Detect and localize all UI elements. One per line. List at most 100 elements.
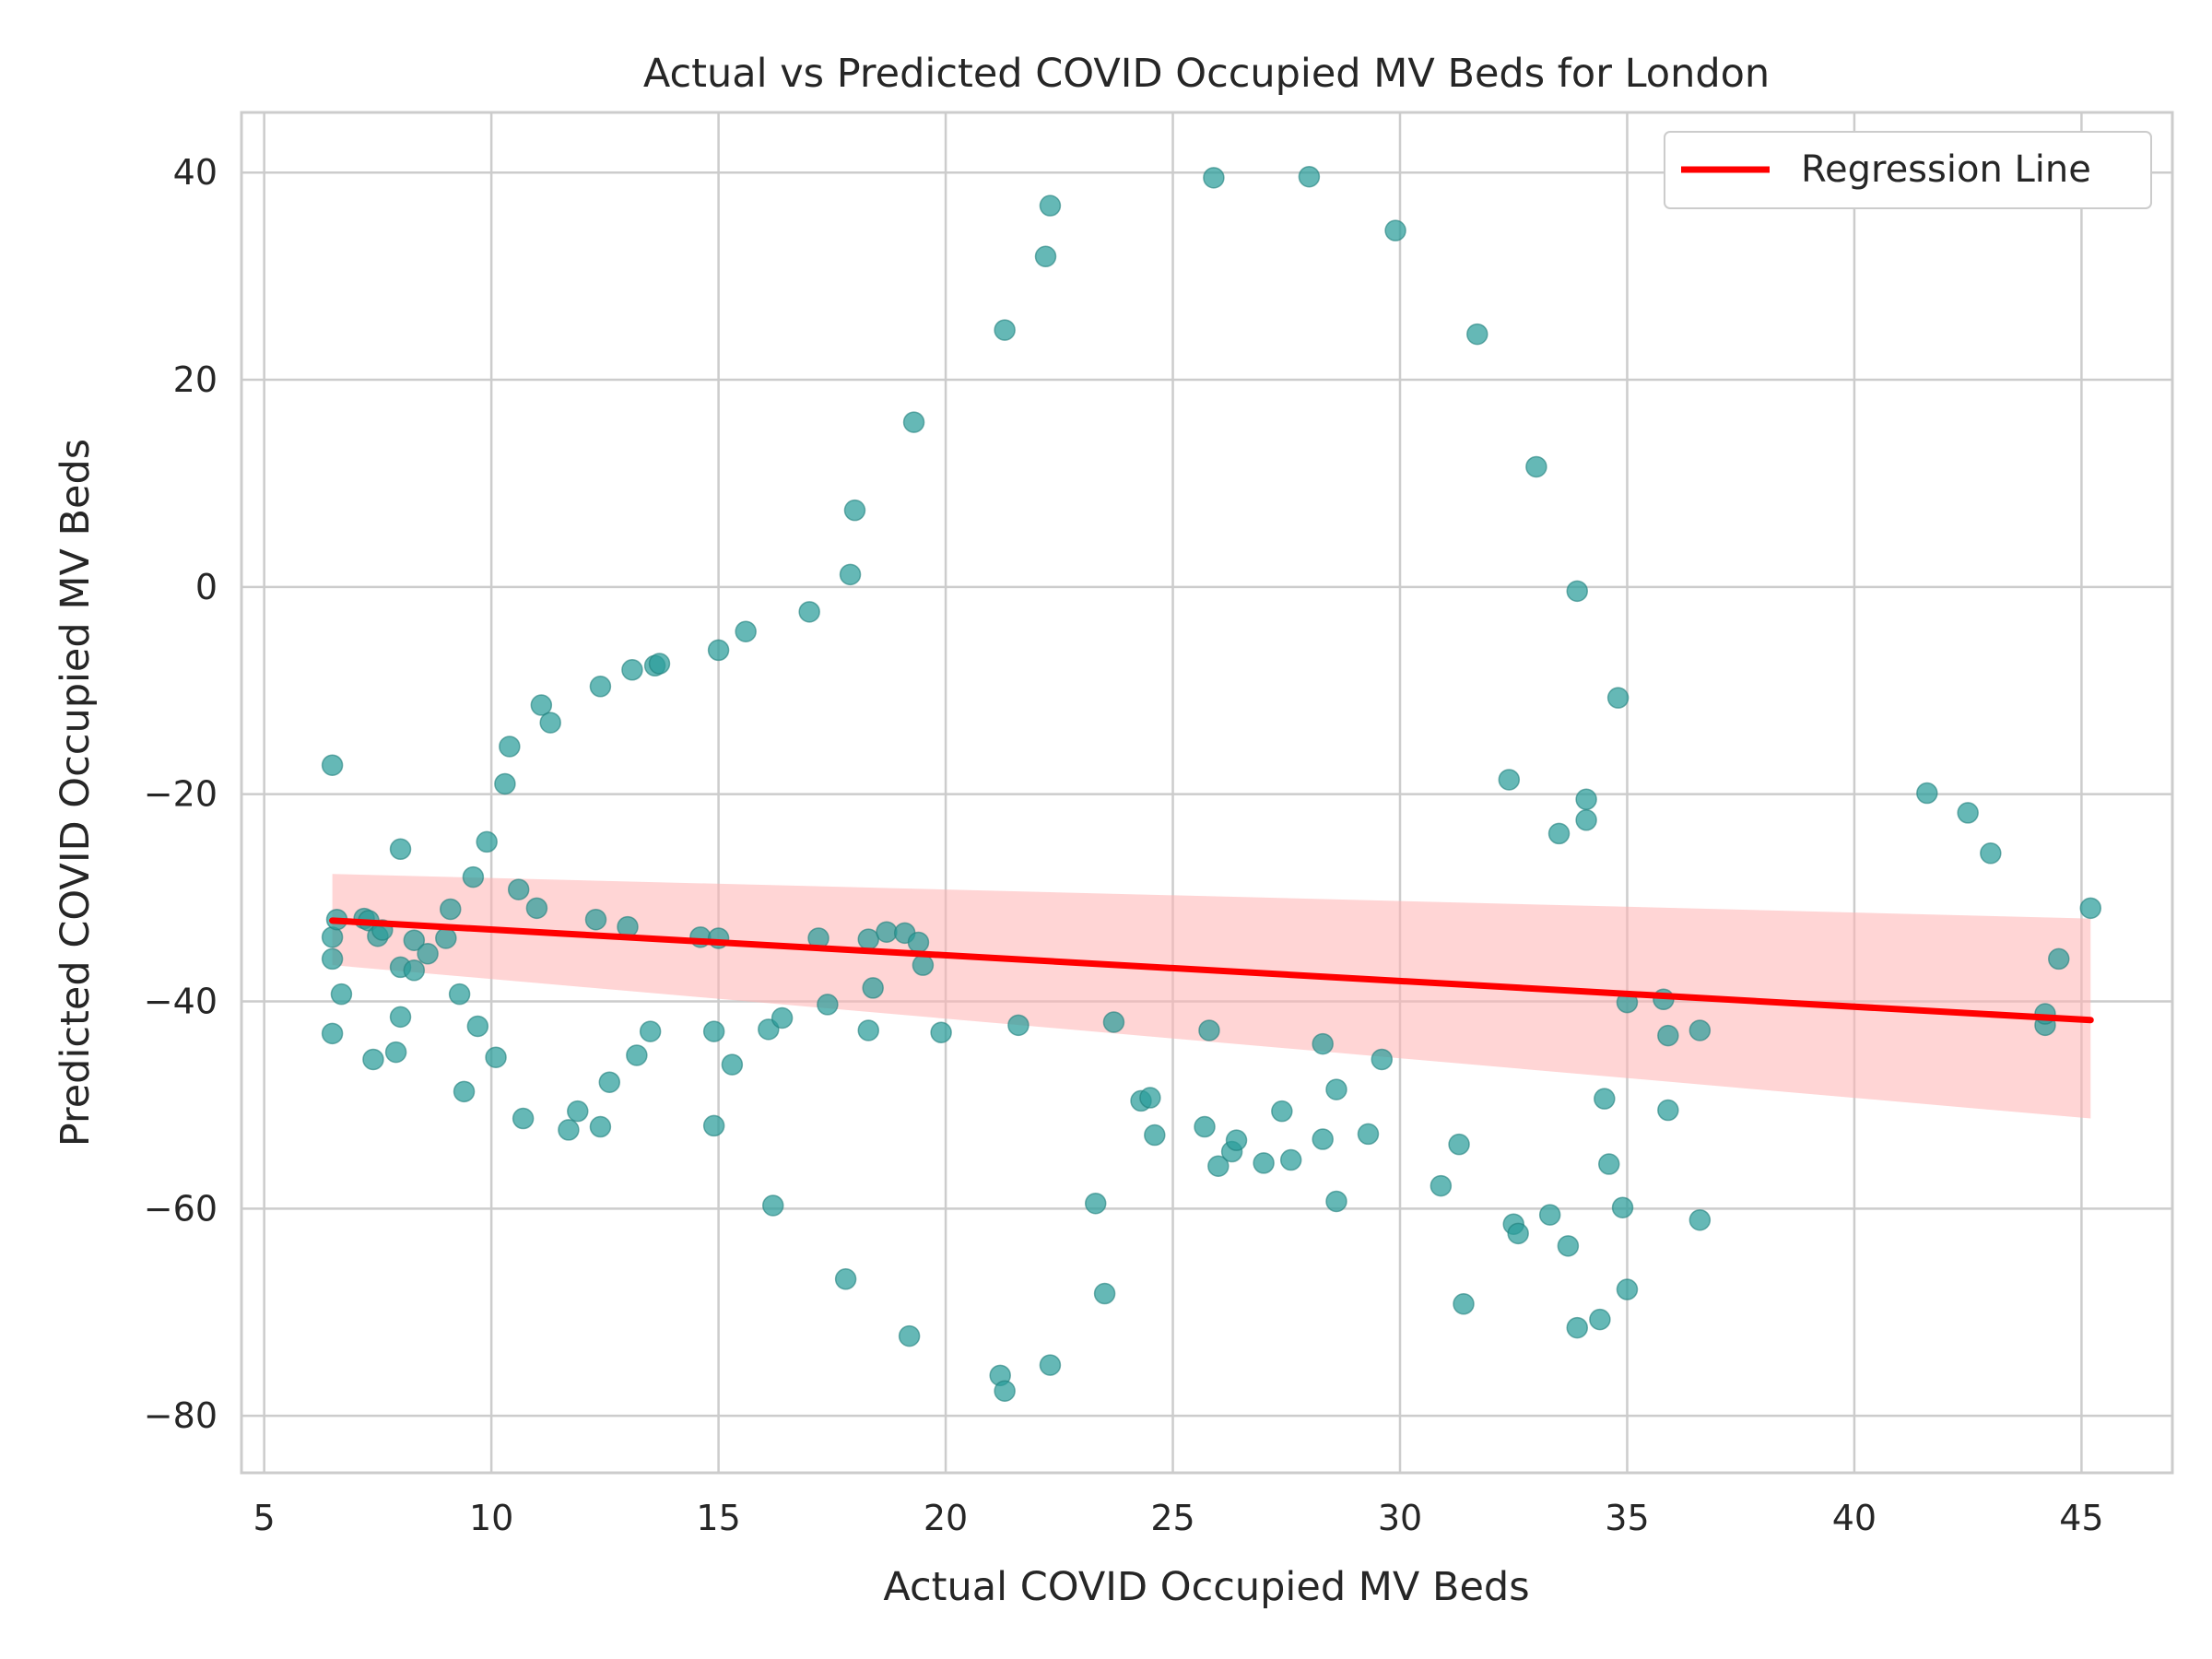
scatter-point (1144, 1124, 1166, 1147)
x-tick-label: 15 (696, 1498, 740, 1538)
scatter-point (1507, 1222, 1529, 1245)
scatter-point (1430, 1174, 1453, 1197)
scatter-point (330, 982, 353, 1006)
scatter-point (702, 1020, 725, 1042)
scatter-point (1657, 1024, 1679, 1047)
x-tick-label: 20 (924, 1498, 968, 1538)
scatter-point (384, 1041, 407, 1064)
x-tick-label: 30 (1378, 1498, 1422, 1538)
scatter-point (466, 1015, 489, 1038)
x-axis-title: Actual COVID Occupied MV Beds (883, 1564, 1529, 1610)
x-tick-label: 10 (469, 1498, 513, 1538)
scatter-point (1453, 1293, 1475, 1315)
scatter-point (567, 1100, 589, 1123)
scatter-point (1980, 842, 2002, 865)
scatter-point (1606, 687, 1630, 709)
scatter-point (1198, 1019, 1220, 1041)
scatter-point (539, 712, 561, 734)
scatter-point (1039, 1354, 1062, 1376)
scatter-point (1575, 809, 1597, 831)
scatter-point (2048, 947, 2070, 971)
legend-label: Regression Line (1801, 148, 2091, 191)
y-tick-label: 40 (173, 152, 218, 193)
scatter-point (994, 319, 1016, 341)
regression-confidence-band (332, 874, 2091, 1119)
scatter-point (1194, 1115, 1216, 1138)
y-tick-label: −20 (144, 774, 218, 815)
scatter-point (621, 659, 643, 681)
scatter-point (1547, 822, 1571, 845)
scatter-point (902, 411, 925, 433)
scatter-point (1357, 1123, 1380, 1146)
scatter-point (494, 772, 516, 795)
scatter-point (507, 878, 530, 900)
scatter-point (1589, 1308, 1611, 1331)
scatter-point (1557, 1235, 1580, 1257)
scatter-point (1594, 1088, 1616, 1110)
x-tick-label: 40 (1832, 1498, 1877, 1538)
scatter-point (1325, 1190, 1347, 1213)
scatter-point (912, 954, 935, 976)
scatter-point (735, 620, 757, 642)
scatter-point (448, 982, 471, 1006)
scatter-point (761, 1194, 784, 1217)
scatter-point (485, 1046, 507, 1068)
scatter-point (862, 977, 884, 999)
regression-line-layer (329, 917, 2094, 1024)
legend-box (1664, 131, 2152, 209)
scatter-point (476, 830, 498, 853)
scatter-point (530, 694, 553, 716)
scatter-point (1466, 323, 1488, 346)
scatter-point (1325, 1078, 1347, 1100)
scatter-point (702, 1114, 725, 1137)
scatter-point (403, 929, 426, 951)
chart-title: Actual vs Predicted COVID Occupied MV Be… (643, 51, 1770, 97)
scatter-point (1271, 1100, 1293, 1123)
y-tick-label: −80 (144, 1395, 218, 1436)
scatter-point (1279, 1148, 1302, 1171)
scatter-point (857, 928, 880, 950)
scatter-point (440, 898, 462, 921)
scatter-point (389, 838, 412, 861)
scatter-point (453, 1080, 476, 1103)
scatter-point (589, 1115, 612, 1138)
scatter-point (1007, 1014, 1030, 1037)
scatter-point (499, 735, 521, 758)
scatter-point (639, 1020, 662, 1042)
scatter-point (1039, 194, 1062, 217)
scatter-point (1616, 1278, 1639, 1300)
scatter-point (1538, 1204, 1561, 1226)
x-tick-label: 35 (1605, 1498, 1649, 1538)
scatter-point (707, 639, 730, 662)
scatter-point (321, 1022, 344, 1045)
scatter-point (1384, 219, 1406, 241)
y-tick-label: 0 (195, 567, 218, 607)
y-tick-labels: 40 20 0 −20 −40 −60 −80 (144, 152, 218, 1436)
scatter-point (1957, 802, 1979, 824)
confidence-band (332, 874, 2091, 1119)
scatter-point (403, 959, 426, 982)
scatter-point (1566, 1316, 1588, 1339)
scatter-point (626, 1044, 648, 1066)
y-axis-title: Predicted COVID Occupied MV Beds (53, 439, 99, 1147)
scatter-point (1102, 1011, 1125, 1033)
scatter-point (1448, 1133, 1470, 1156)
scatter-point (558, 1119, 580, 1141)
scatter-point (321, 754, 344, 776)
scatter-point (1688, 1208, 1712, 1231)
scatter-point (1298, 165, 1321, 188)
scatter-point (1916, 782, 1938, 805)
plot-frame (240, 111, 2174, 1475)
scatter-point (994, 1380, 1016, 1402)
scatter-point (584, 908, 607, 931)
y-tick-label: 20 (173, 359, 218, 400)
scatter-point (857, 1019, 880, 1041)
scatter-point (1139, 1087, 1161, 1109)
scatter-point (1498, 769, 1521, 791)
scatter-point (721, 1053, 744, 1076)
scatter-point (1657, 1099, 1679, 1122)
scatter-point (798, 601, 820, 623)
scatter-point (876, 921, 898, 943)
